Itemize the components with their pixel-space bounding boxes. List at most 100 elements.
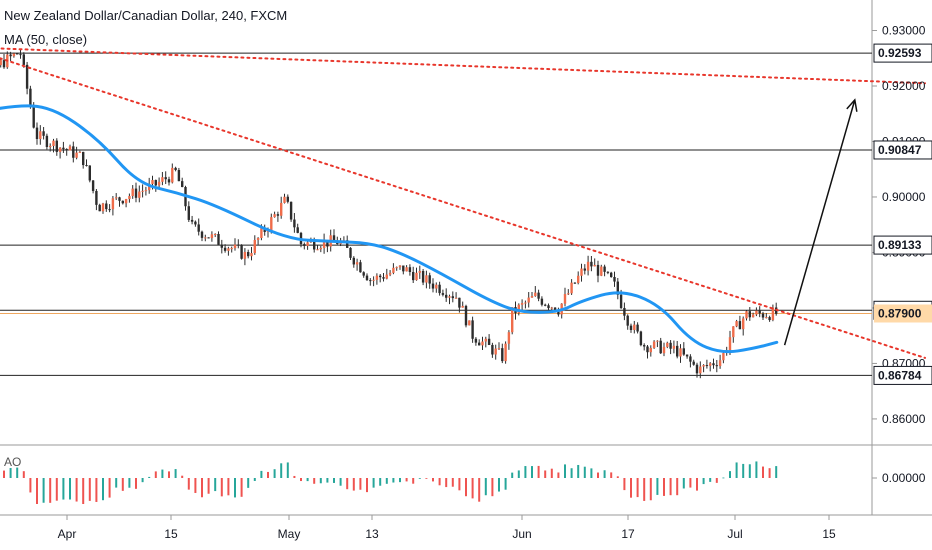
- y-tick-label: 0.93000: [882, 24, 926, 38]
- candle-body: [233, 244, 237, 249]
- osc-bar: [168, 471, 170, 478]
- candle-body: [200, 231, 204, 238]
- osc-bar: [577, 464, 580, 478]
- osc-bar: [504, 478, 507, 490]
- candle-body: [131, 188, 134, 197]
- candle-body: [181, 181, 184, 188]
- chart-title: New Zealand Dollar/Canadian Dollar, 240,…: [4, 8, 288, 23]
- candle-body: [355, 262, 359, 265]
- candle-body: [9, 54, 12, 57]
- candle-body: [12, 53, 16, 57]
- candle-body: [639, 331, 643, 346]
- osc-bar: [715, 478, 718, 483]
- candle-body: [412, 272, 415, 281]
- candle-body: [187, 206, 190, 220]
- candle-body: [649, 347, 652, 353]
- osc-bar: [16, 467, 19, 478]
- candle-body: [567, 293, 570, 295]
- candle-body: [570, 282, 573, 294]
- candle-body: [247, 252, 250, 257]
- osc-bar: [768, 468, 771, 478]
- candle-body: [643, 345, 646, 347]
- candle-body: [375, 275, 379, 280]
- candle-body: [666, 342, 669, 347]
- osc-bar: [187, 478, 190, 490]
- trendline: [0, 57, 926, 359]
- projection-arrow[interactable]: [783, 98, 858, 346]
- osc-bar: [537, 465, 540, 478]
- osc-bar: [148, 476, 151, 478]
- osc-bar: [227, 478, 230, 496]
- arrow-shaft: [783, 99, 856, 346]
- candle-body: [217, 233, 220, 245]
- candle-body: [507, 332, 511, 344]
- candle-body: [577, 275, 580, 284]
- candle-body: [16, 53, 19, 55]
- osc-bar: [102, 478, 104, 501]
- candle-body: [580, 268, 583, 276]
- candle-body: [148, 183, 151, 191]
- osc-bar: [352, 478, 355, 491]
- candle-body: [98, 204, 101, 212]
- candle-body: [728, 337, 732, 351]
- osc-bar: [755, 461, 758, 478]
- candle-body: [115, 197, 118, 199]
- osc-bar: [418, 478, 421, 479]
- candle-body: [372, 279, 375, 281]
- osc-bar: [597, 472, 599, 478]
- candle-body: [190, 219, 194, 222]
- candle-body: [501, 348, 504, 362]
- osc-bar: [676, 478, 679, 496]
- level-tag: [873, 365, 932, 385]
- candle-body: [695, 364, 699, 374]
- candle-body: [481, 341, 484, 346]
- candle-body: [590, 261, 593, 267]
- candle-body: [603, 266, 606, 272]
- time-axis: Apr 15 May 13 Jun 17 Jul 15: [58, 515, 836, 541]
- candle-body: [128, 196, 131, 200]
- osc-bar: [484, 478, 487, 496]
- candle-body: [408, 267, 412, 273]
- osc-bar: [425, 478, 428, 479]
- osc-bar: [154, 471, 157, 478]
- osc-bar: [517, 470, 520, 478]
- osc-bar: [762, 466, 764, 478]
- candle-body: [451, 296, 454, 299]
- candle-body: [679, 348, 682, 357]
- candle-body: [428, 275, 431, 284]
- candle-body: [68, 146, 72, 151]
- candle-body: [362, 272, 365, 276]
- trendlines[interactable]: [0, 47, 926, 359]
- candle-body: [210, 234, 214, 239]
- osc-bar: [775, 466, 778, 478]
- candle-body: [613, 276, 616, 282]
- candle-body: [563, 294, 567, 304]
- candle-body: [227, 248, 230, 251]
- candle-body: [398, 265, 402, 268]
- candle-body: [745, 311, 748, 319]
- osc-bar: [748, 464, 751, 478]
- level-tag-label: 0.90847: [878, 143, 922, 157]
- level-tag-label: 0.92593: [878, 46, 922, 60]
- osc-bar: [610, 472, 613, 478]
- candle-body: [101, 203, 105, 212]
- candle-body: [633, 324, 636, 330]
- oscillator-label: AO: [4, 455, 22, 469]
- osc-bar: [306, 478, 309, 482]
- osc-bar: [623, 478, 626, 491]
- candle-body: [220, 244, 223, 248]
- osc-bar: [709, 478, 712, 482]
- candle-body: [306, 242, 309, 246]
- osc-bar: [636, 478, 639, 498]
- osc-bar: [702, 478, 705, 485]
- osc-bar: [412, 478, 415, 484]
- candle-body: [250, 253, 253, 257]
- osc-bar: [194, 478, 197, 493]
- candle-body: [431, 283, 435, 289]
- candle-body: [487, 338, 491, 345]
- candle-body: [751, 314, 755, 318]
- candle-body: [283, 196, 286, 203]
- osc-bar: [491, 478, 494, 497]
- candle-body: [260, 228, 263, 239]
